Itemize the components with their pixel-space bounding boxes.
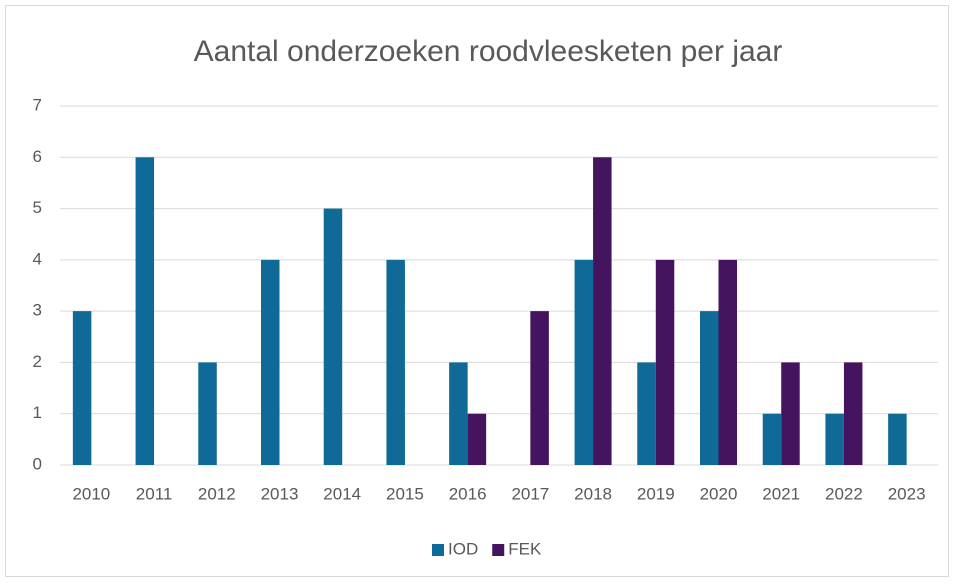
y-tick-label: 5: [33, 198, 42, 217]
bar: [593, 157, 612, 466]
bar: [72, 311, 92, 465]
bar: [386, 259, 405, 465]
y-tick-label: 0: [33, 454, 42, 473]
x-tick-label: 2023: [888, 484, 926, 503]
x-tick-label: 2019: [637, 484, 675, 503]
x-tick-label: 2017: [511, 484, 549, 503]
bar: [718, 259, 737, 465]
x-tick-label: 2020: [700, 484, 738, 503]
legend-label: IOD: [448, 539, 478, 558]
bar: [888, 413, 907, 465]
bar: [467, 413, 487, 465]
legend-swatch: [492, 544, 505, 556]
y-tick-label: 3: [33, 301, 42, 320]
bar: [198, 362, 217, 465]
y-tick-label: 4: [33, 249, 42, 268]
x-tick-label: 2018: [574, 484, 612, 503]
bar: [825, 413, 844, 465]
bar: [530, 311, 549, 465]
bar: [135, 157, 155, 466]
bar: [323, 208, 343, 466]
x-tick-label: 2010: [72, 484, 110, 503]
y-tick-label: 2: [33, 352, 42, 371]
x-tick-label: 2015: [386, 484, 424, 503]
chart-title: Aantal onderzoeken roodvleesketen per ja…: [194, 35, 783, 68]
x-tick-label: 2012: [198, 484, 236, 503]
bar: [449, 362, 468, 465]
chart-border: [5, 5, 949, 577]
bar: [637, 362, 656, 465]
bar: [700, 311, 719, 465]
x-tick-label: 2021: [762, 484, 800, 503]
bar: [261, 259, 280, 465]
legend-label: FEK: [508, 539, 542, 558]
x-tick-label: 2022: [825, 484, 863, 503]
x-tick-label: 2011: [136, 484, 173, 503]
x-tick-label: 2016: [449, 484, 487, 503]
legend-swatch: [432, 544, 444, 556]
bar: [574, 259, 594, 465]
bar: [781, 362, 800, 465]
x-tick-label: 2014: [323, 484, 361, 503]
x-tick-label: 2013: [261, 484, 299, 503]
y-tick-label: 1: [33, 403, 42, 422]
bar: [762, 413, 782, 465]
bar: [655, 259, 675, 465]
bar: [843, 362, 863, 465]
y-tick-label: 6: [33, 147, 42, 166]
y-tick-label: 7: [33, 95, 42, 114]
